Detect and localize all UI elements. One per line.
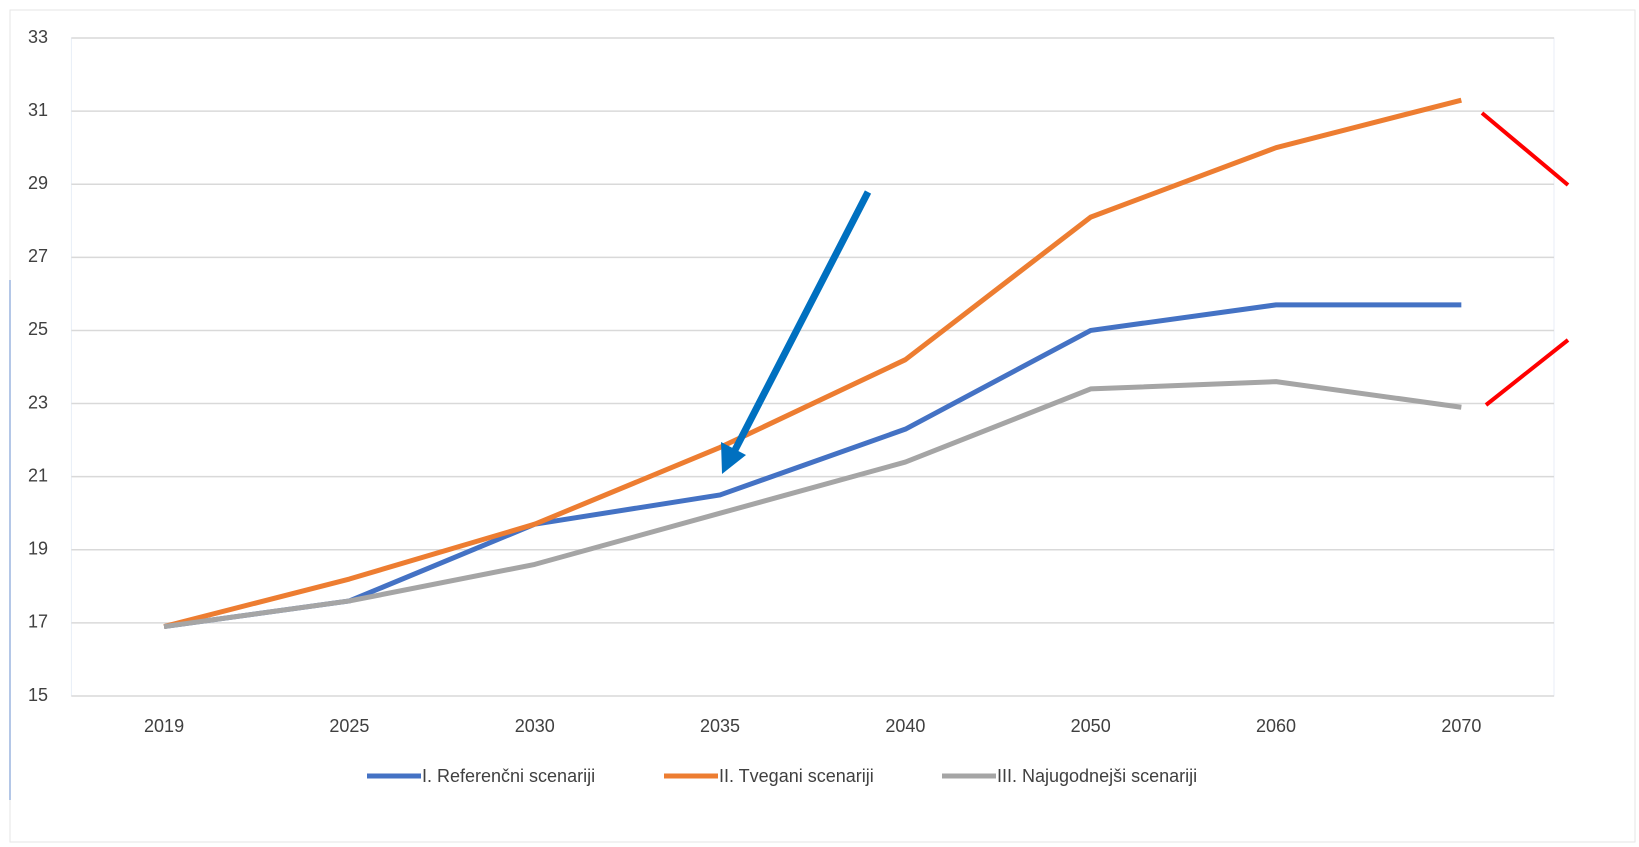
series-line [163, 379, 1462, 630]
x-tick-label: 2025 [329, 716, 369, 736]
annotation-bracket [1484, 338, 1570, 407]
series-line [163, 302, 1462, 630]
chart-frame [9, 9, 1636, 843]
legend-label: III. Najugodnejši scenariji [997, 766, 1197, 786]
legend-label: II. Tvegani scenariji [719, 766, 874, 786]
y-tick-label: 29 [28, 173, 48, 193]
y-tick-label: 25 [28, 319, 48, 339]
x-tick-label: 2030 [515, 716, 555, 736]
y-tick-label: 15 [28, 685, 48, 705]
annotation-bracket [1480, 111, 1570, 187]
series-line [163, 97, 1462, 629]
y-tick-label: 19 [28, 539, 48, 559]
plot-frame [70, 37, 1555, 697]
y-tick-label: 33 [28, 27, 48, 47]
y-tick-label: 17 [28, 612, 48, 632]
y-tick-label: 23 [28, 392, 48, 412]
y-tick-label: 27 [28, 246, 48, 266]
x-tick-label: 2035 [700, 716, 740, 736]
annotation-arrowhead [721, 442, 746, 474]
x-tick-label: 2050 [1071, 716, 1111, 736]
legend-label: I. Referenčni scenariji [422, 766, 595, 786]
y-tick-label: 31 [28, 100, 48, 120]
x-tick-label: 2070 [1441, 716, 1481, 736]
annotation-arrow [731, 190, 872, 452]
x-tick-label: 2060 [1256, 716, 1296, 736]
x-tick-label: 2040 [885, 716, 925, 736]
x-tick-label: 2019 [144, 716, 184, 736]
y-tick-label: 21 [28, 465, 48, 485]
